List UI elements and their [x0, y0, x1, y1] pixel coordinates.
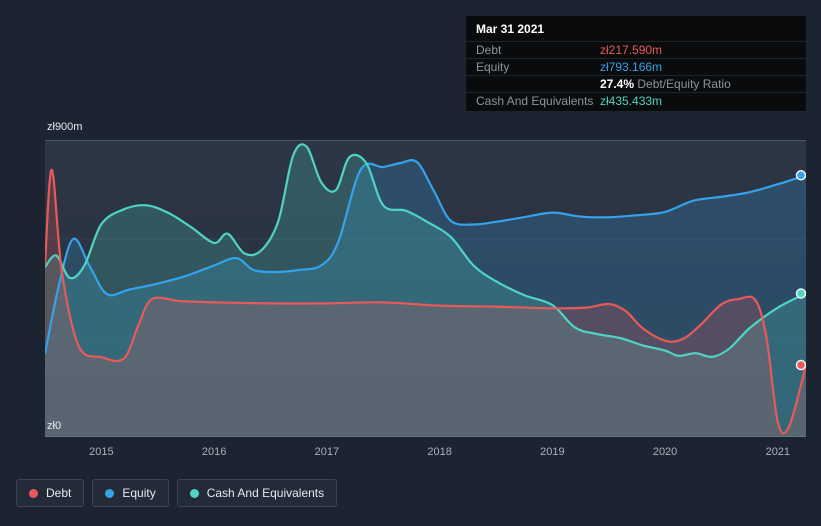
debt-line	[45, 168, 806, 435]
tooltip-row-ratio: 27.4% Debt/Equity Ratio	[466, 75, 806, 92]
ratio-text: Debt/Equity Ratio	[637, 77, 731, 91]
debt-area	[45, 169, 806, 437]
financials-area-chart[interactable]	[45, 140, 806, 437]
equity-line	[45, 159, 806, 355]
legend-label-debt: Debt	[46, 486, 72, 500]
tooltip-equity-value: zł793.166m	[600, 60, 663, 74]
tooltip-equity-label: Equity	[476, 60, 510, 74]
tooltip-ratio-value: 27.4% Debt/Equity Ratio	[600, 77, 731, 91]
cash-and-equivalents-line	[45, 143, 806, 358]
x-tick-2016: 2016	[201, 446, 227, 458]
y-axis-label-zero: zł0	[47, 420, 62, 432]
legend: Debt Equity Cash And Equivalents	[16, 479, 338, 507]
tooltip-row-equity: Equity zł793.166m	[466, 58, 806, 75]
tooltip-debt-value: zł217.590m	[600, 43, 663, 57]
cash-and-equivalents-endpoint-dot[interactable]	[795, 288, 806, 299]
legend-item-equity[interactable]: Equity	[92, 479, 169, 507]
tooltip-cash-value: zł435.433m	[600, 94, 663, 108]
x-axis: 2015 2016 2017 2018 2019 2020 2021	[0, 446, 821, 460]
legend-item-debt[interactable]: Debt	[16, 479, 85, 507]
ratio-percent: 27.4%	[600, 77, 635, 91]
plot-area[interactable]	[45, 140, 806, 437]
equity-dot-icon	[105, 488, 115, 498]
x-tick-2020: 2020	[652, 446, 678, 458]
tooltip-debt-label: Debt	[476, 43, 502, 57]
equity-endpoint-dot[interactable]	[795, 170, 806, 181]
y-axis-label-max: zł900m	[47, 121, 83, 133]
x-tick-2017: 2017	[314, 446, 340, 458]
tooltip-row-debt: Debt zł217.590m	[466, 41, 806, 58]
tooltip-cash-label: Cash And Equivalents	[476, 94, 594, 108]
tooltip-row-cash: Cash And Equivalents zł435.433m	[466, 92, 806, 111]
x-tick-2015: 2015	[89, 446, 114, 458]
legend-label-cash: Cash And Equivalents	[206, 486, 325, 500]
x-tick-2019: 2019	[540, 446, 565, 458]
cash-and-equivalents-area	[45, 144, 806, 437]
debt-endpoint-dot[interactable]	[795, 359, 806, 371]
equity-area	[45, 160, 806, 437]
cash-dot-icon	[189, 488, 199, 498]
legend-label-equity: Equity	[122, 486, 156, 500]
debt-dot-icon	[29, 488, 38, 498]
tooltip: Mar 31 2021 Debt zł217.590m Equity zł793…	[466, 16, 806, 111]
legend-item-cash[interactable]: Cash And Equivalents	[176, 479, 338, 507]
x-tick-2018: 2018	[427, 446, 452, 458]
tooltip-date: Mar 31 2021	[476, 22, 545, 36]
x-tick-2021: 2021	[765, 446, 791, 458]
